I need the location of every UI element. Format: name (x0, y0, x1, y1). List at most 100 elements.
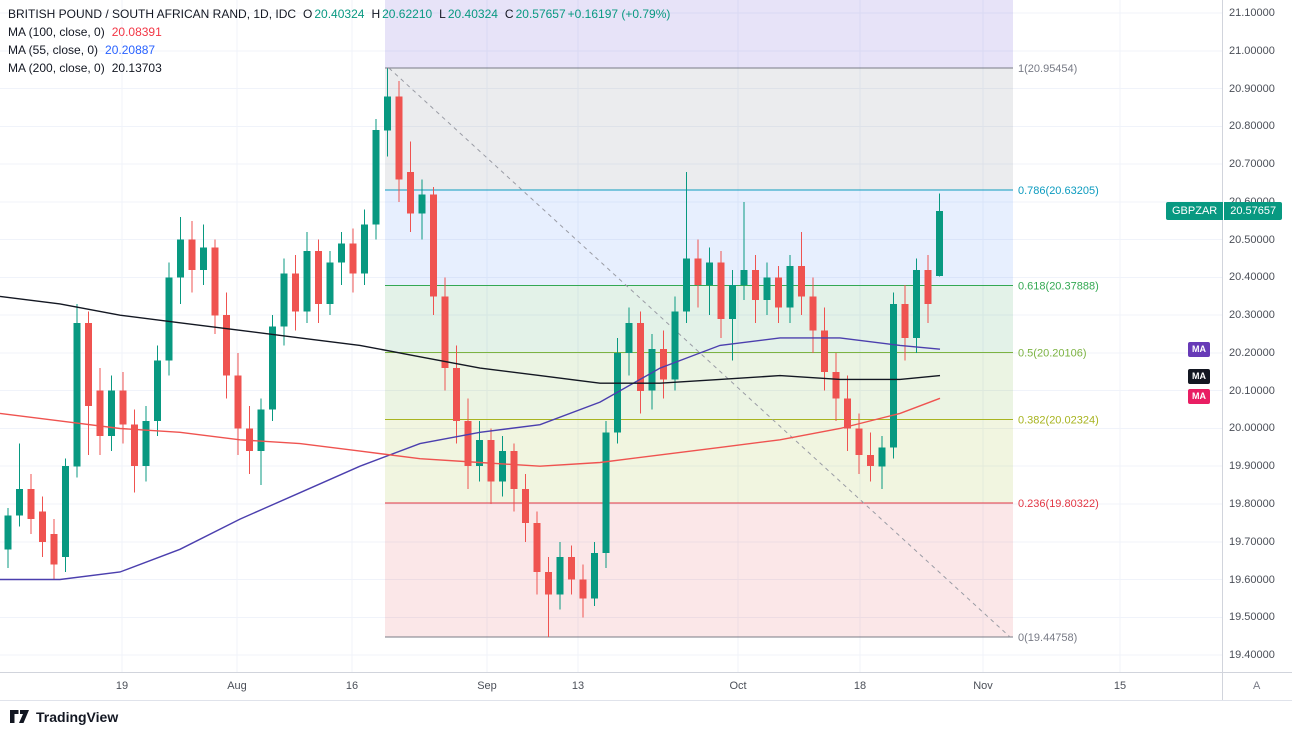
price-axis-label: 21.10000 (1229, 7, 1275, 19)
candle-up (4, 507, 12, 569)
time-axis-label: Oct (729, 680, 747, 692)
time-axis-label: 18 (853, 680, 867, 692)
fib-level-label: 1(20.95454) (1018, 63, 1077, 75)
current-price-badge: GBPZAR 20.57657 (1166, 202, 1283, 220)
candle-down (395, 81, 403, 202)
price-axis-label: 19.80000 (1229, 498, 1275, 510)
price-axis-label: 20.20000 (1229, 347, 1275, 359)
current-price-value: 20.57657 (1224, 202, 1283, 220)
candle-up (913, 258, 920, 353)
symbol-legend-row: BRITISH POUND / SOUTH AFRICAN RAND, 1D, … (8, 5, 670, 23)
fib-band (385, 68, 1013, 190)
candle-down (660, 330, 667, 399)
candle-down (430, 186, 437, 316)
ma-100-value: 20.08391 (111, 25, 162, 39)
close-label: C (504, 7, 514, 21)
price-axis-label: 20.10000 (1229, 385, 1275, 397)
ohlc-readout: O 20.40324 H 20.62210 L 20.40324 C 20.57657 +0.1… (296, 7, 670, 21)
price-axis-label: 20.50000 (1229, 234, 1275, 246)
ma-100-label[interactable]: MA (100, close, 0) (8, 25, 105, 39)
candle-up (706, 247, 713, 316)
candle-up (763, 262, 771, 316)
candle-down (798, 232, 805, 316)
ma-axis-badge: MA (1188, 342, 1210, 357)
price-axis-label: 19.70000 (1229, 536, 1275, 548)
ma-axis-badge: MA (1188, 389, 1210, 404)
tradingview-logo-icon[interactable] (10, 710, 29, 723)
price-axis-label: 19.40000 (1229, 649, 1275, 661)
candle-down (901, 285, 909, 361)
candle-down (924, 254, 932, 323)
chart-legend: BRITISH POUND / SOUTH AFRICAN RAND, 1D, … (8, 5, 670, 77)
candle-down (637, 311, 644, 414)
fib-level-label: 0.382(20.02324) (1018, 415, 1099, 427)
candle-down (96, 368, 104, 455)
ma-200-legend-row: MA (200, close, 0) 20.13703 (8, 59, 670, 77)
ma-55-label[interactable]: MA (55, close, 0) (8, 43, 99, 57)
price-axis-label: 20.40000 (1229, 271, 1275, 283)
chart-canvas: 1(20.95454) 0.786(20.63205) 0.618(20.37888… (0, 0, 1222, 672)
ma-200-label[interactable]: MA (200, close, 0) (8, 61, 105, 75)
ma-200-value: 20.13703 (111, 61, 162, 75)
candle-down (752, 254, 759, 323)
candle-up (740, 202, 748, 301)
time-axis-label: Aug (227, 680, 247, 692)
ma-55-line (0, 337, 941, 581)
time-axis-label: Sep (477, 680, 497, 692)
candle-down (775, 266, 782, 323)
candle-up (625, 307, 633, 376)
fib-level-label: 0.618(20.37888) (1018, 281, 1099, 293)
fib-level-label: 0.786(20.63205) (1018, 185, 1099, 197)
price-axis[interactable]: 21.10000 21.00000 20.90000 20.80000 20.70000… (1222, 0, 1292, 672)
candle-up (372, 118, 380, 240)
high-label: H (371, 7, 381, 21)
fib-level-label: 0.5(20.20106) (1018, 348, 1087, 360)
price-axis-label: 21.00000 (1229, 45, 1275, 57)
open-value: 20.40324 (314, 7, 365, 21)
ma-axis-badge: MA (1188, 369, 1210, 384)
candle-up (556, 541, 564, 610)
tradingview-brand[interactable]: TradingView (36, 708, 119, 725)
chart-plot-area[interactable]: 1(20.95454) 0.786(20.63205) 0.618(20.37888… (0, 0, 1222, 672)
current-symbol-label: GBPZAR (1166, 202, 1224, 220)
ma-55-value: 20.20887 (105, 43, 156, 57)
candle-down (407, 141, 414, 233)
ma-55-legend-row: MA (55, close, 0) 20.20887 (8, 41, 670, 59)
time-axis-label: 15 (1113, 680, 1127, 692)
candle-down (292, 254, 299, 331)
candle-up (269, 315, 276, 421)
symbol-title[interactable]: BRITISH POUND / SOUTH AFRICAN RAND, 1D, … (8, 7, 297, 21)
candle-up (476, 420, 483, 482)
fib-level-label: 0.236(19.80322) (1018, 498, 1099, 510)
open-label: O (303, 7, 313, 21)
price-axis-label: 20.00000 (1229, 422, 1275, 434)
candle-down (809, 277, 817, 353)
time-axis-corner: A (1222, 673, 1292, 701)
candle-down (349, 228, 357, 293)
candle-down (211, 239, 219, 335)
candle-up (602, 420, 610, 569)
price-axis-label: 20.90000 (1229, 83, 1275, 95)
close-value: 20.57657 (515, 7, 566, 21)
candle-down (568, 545, 575, 595)
candle-up (890, 292, 897, 459)
time-axis[interactable]: A 19 Aug 16 Sep 13 Oct 18 Nov 15 (0, 672, 1292, 701)
candle-up (499, 436, 506, 497)
candle-down (188, 220, 196, 293)
candle-down (510, 443, 518, 512)
time-axis-label: 19 (115, 680, 129, 692)
candle-down (39, 496, 46, 557)
candle-down (522, 473, 529, 542)
candle-up (73, 303, 81, 478)
candle-down (487, 428, 495, 504)
candle-down (694, 239, 702, 308)
price-axis-label: 20.70000 (1229, 158, 1275, 170)
candle-down (821, 307, 828, 391)
candle-up (326, 251, 334, 316)
price-axis-label: 19.50000 (1229, 611, 1275, 623)
fib-band (385, 502, 1013, 638)
low-label: L (439, 7, 446, 21)
candle-down (223, 292, 230, 399)
auto-scale-button[interactable]: A (1253, 680, 1261, 692)
